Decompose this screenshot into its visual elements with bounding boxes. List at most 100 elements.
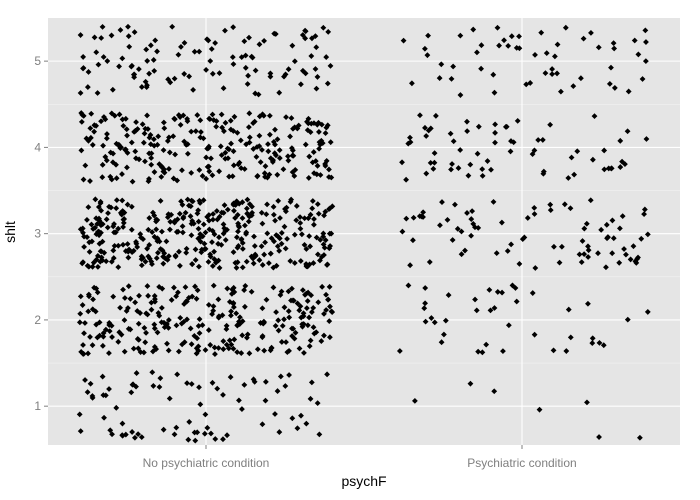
data-point [625,88,632,95]
data-point [125,283,132,290]
data-point [139,121,146,128]
data-point [110,223,117,230]
data-point [237,314,243,321]
data-point [210,282,217,289]
data-point [464,128,471,135]
data-point [184,316,190,323]
data-point [188,220,195,227]
data-point [469,208,476,215]
data-point [512,285,519,291]
data-point [198,249,205,256]
data-point [147,141,154,148]
data-point [173,322,180,329]
data-point [309,198,316,204]
data-point [99,373,106,380]
data-point [508,33,515,40]
data-point [264,174,271,181]
data-point [204,213,211,220]
data-point [184,196,191,203]
data-point [150,57,157,63]
y-tick-label: 2 [34,313,41,327]
data-point [574,148,581,155]
data-point [150,136,157,143]
data-point [273,309,280,316]
data-point [558,243,565,250]
data-point [583,220,590,227]
data-point [425,127,432,134]
data-point [585,300,591,307]
data-point [154,48,160,55]
y-tick-label: 5 [34,54,41,68]
data-point [102,153,109,160]
data-point [150,383,157,389]
data-point [106,350,112,356]
data-point [407,262,414,269]
x-axis-title: psychF [341,473,386,489]
data-point [248,212,255,219]
data-point [213,118,220,125]
data-point [123,126,130,133]
data-point [171,284,177,291]
data-point [246,110,253,117]
data-point [119,197,126,204]
data-point [252,253,259,259]
data-point [117,209,124,216]
data-point [635,51,642,58]
data-point [183,245,190,252]
data-point [239,264,246,271]
data-point [276,147,283,153]
data-point [164,214,171,221]
data-point [201,240,208,247]
data-point [278,240,285,247]
data-point [633,259,640,266]
data-point [238,236,245,242]
data-point [158,305,165,311]
data-point [264,230,271,237]
data-point [282,71,289,78]
data-point [257,320,264,326]
data-point [529,290,536,296]
data-point [310,324,317,331]
data-point [298,231,305,238]
data-point [448,166,454,173]
data-point [270,211,277,218]
data-point [488,166,494,173]
data-point [297,220,304,226]
data-point [447,130,454,137]
data-point [234,244,241,251]
data-point [268,235,275,242]
data-point [490,198,497,205]
data-point [468,232,475,239]
data-point [103,135,110,142]
data-point [222,149,229,156]
data-point [181,39,188,46]
data-point [132,127,139,134]
data-point [524,215,531,221]
data-point [298,314,305,321]
data-point [89,263,96,270]
data-point [154,329,161,336]
data-point [424,52,431,59]
data-point [256,143,263,150]
data-point [299,32,306,38]
data-point [203,154,210,161]
data-point [104,58,111,64]
data-point [129,249,135,256]
data-point [184,150,191,157]
data-point [147,132,154,138]
data-point [148,306,155,313]
data-point [110,293,117,300]
data-point [195,207,202,214]
data-point [239,240,246,246]
data-point [588,29,594,36]
data-point [197,117,204,124]
data-point [616,259,623,266]
data-point [547,121,554,128]
data-point [161,125,168,132]
data-point [498,219,505,226]
data-point [134,126,141,132]
data-point [146,134,153,141]
data-point [196,330,203,336]
data-point [297,214,303,221]
data-point [100,54,107,60]
